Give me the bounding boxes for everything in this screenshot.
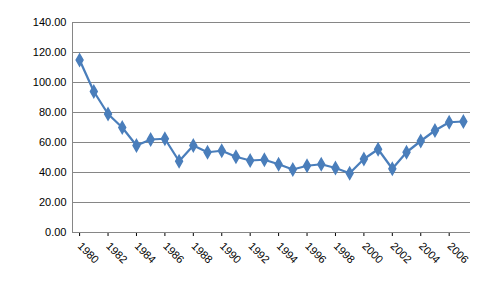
svg-text:1990: 1990 <box>218 240 244 266</box>
svg-text:1998: 1998 <box>332 240 358 266</box>
svg-text:80.00: 80.00 <box>39 106 67 118</box>
svg-text:140.00: 140.00 <box>33 16 67 28</box>
svg-text:1992: 1992 <box>246 240 272 266</box>
svg-text:120.00: 120.00 <box>33 46 67 58</box>
svg-text:2004: 2004 <box>417 240 443 266</box>
svg-text:40.00: 40.00 <box>39 166 67 178</box>
svg-text:60.00: 60.00 <box>39 136 67 148</box>
svg-text:1982: 1982 <box>104 240 130 266</box>
svg-text:1988: 1988 <box>189 240 215 266</box>
svg-text:20.00: 20.00 <box>39 196 67 208</box>
svg-text:1980: 1980 <box>76 240 102 266</box>
svg-text:2000: 2000 <box>360 240 386 266</box>
svg-text:1994: 1994 <box>275 240 301 266</box>
svg-text:2006: 2006 <box>445 240 471 266</box>
svg-text:1996: 1996 <box>303 240 329 266</box>
svg-text:100.00: 100.00 <box>33 76 67 88</box>
svg-text:0.00: 0.00 <box>45 226 66 238</box>
svg-text:2002: 2002 <box>388 240 414 266</box>
svg-text:1984: 1984 <box>133 240 159 266</box>
svg-text:1986: 1986 <box>161 240 187 266</box>
